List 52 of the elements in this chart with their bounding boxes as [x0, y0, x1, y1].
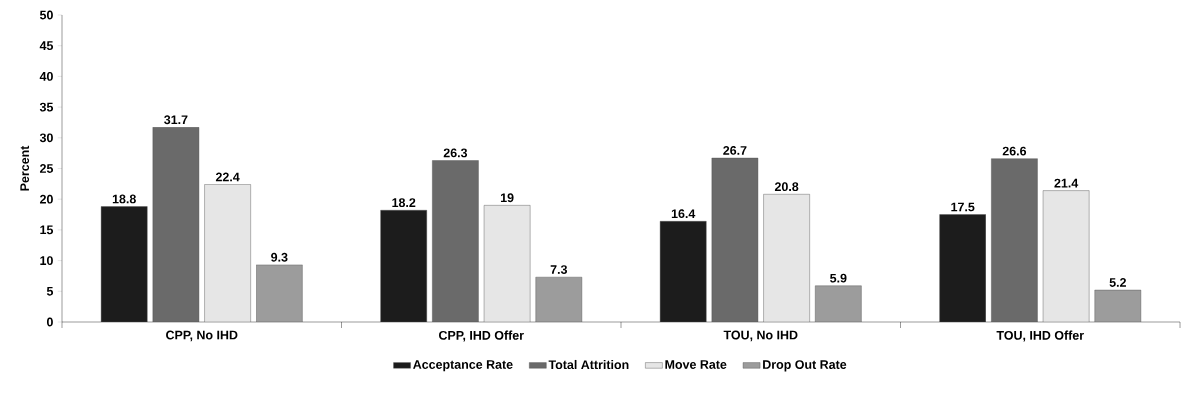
bar: [815, 285, 862, 322]
bar: [535, 276, 583, 322]
bar: [1094, 289, 1142, 322]
bar: [939, 214, 986, 322]
x-tick-label: CPP, No IHD: [166, 330, 238, 342]
bar: [380, 210, 427, 322]
bar: [1042, 190, 1090, 322]
data-label: 31.7: [164, 115, 188, 125]
bar: [100, 206, 148, 322]
y-tick-label: 0: [46, 317, 53, 327]
data-label: 26.7: [723, 146, 747, 155]
y-tick-label: 50: [39, 10, 53, 20]
y-tick-label: 35: [39, 102, 54, 112]
y-tick-label: 10: [40, 256, 53, 266]
data-label: 18.2: [392, 198, 416, 208]
x-tick-label: TOU, No IHD: [723, 330, 798, 342]
data-label: 26.3: [443, 148, 468, 158]
data-label: 5.9: [830, 273, 847, 283]
y-tick-label: 15: [40, 225, 54, 235]
legend-label: Drop Out Rate: [763, 360, 847, 372]
bar: [432, 160, 479, 322]
bar: [711, 157, 759, 322]
y-tick-label: 30: [39, 133, 53, 143]
y-tick-label: 25: [39, 164, 54, 173]
data-label: 9.3: [271, 252, 288, 262]
y-tick-label: 20: [39, 194, 53, 204]
data-label: 22.4: [215, 172, 240, 182]
data-label: 5.2: [1109, 278, 1126, 287]
data-label: 21.4: [1054, 178, 1079, 188]
data-label: 16.4: [671, 209, 696, 219]
y-tick-label: 5: [46, 286, 54, 296]
bar: [991, 158, 1038, 322]
data-label: 26.6: [1002, 146, 1027, 156]
data-label: 7.3: [550, 265, 568, 274]
data-label: 19: [500, 193, 514, 203]
bar: [256, 264, 303, 322]
bar: [763, 194, 810, 322]
bar: [483, 205, 531, 322]
legend-label: Acceptance Rate: [413, 360, 513, 372]
x-tick-label: CPP, IHD Offer: [438, 330, 524, 342]
x-tick-label: TOU, IHD Offer: [996, 330, 1084, 342]
y-tick-label: 45: [39, 41, 54, 51]
data-label: 17.5: [951, 202, 975, 212]
bar: [152, 127, 200, 322]
legend-label: Total Attrition: [548, 359, 629, 370]
data-label: 20.8: [774, 182, 799, 192]
y-tick-label: 40: [39, 72, 53, 81]
legend-label: Move Rate: [665, 360, 727, 369]
data-label: 18.8: [112, 194, 136, 204]
y-axis-title: Percent: [20, 145, 30, 191]
bar: [204, 184, 251, 322]
bar: [659, 221, 707, 322]
